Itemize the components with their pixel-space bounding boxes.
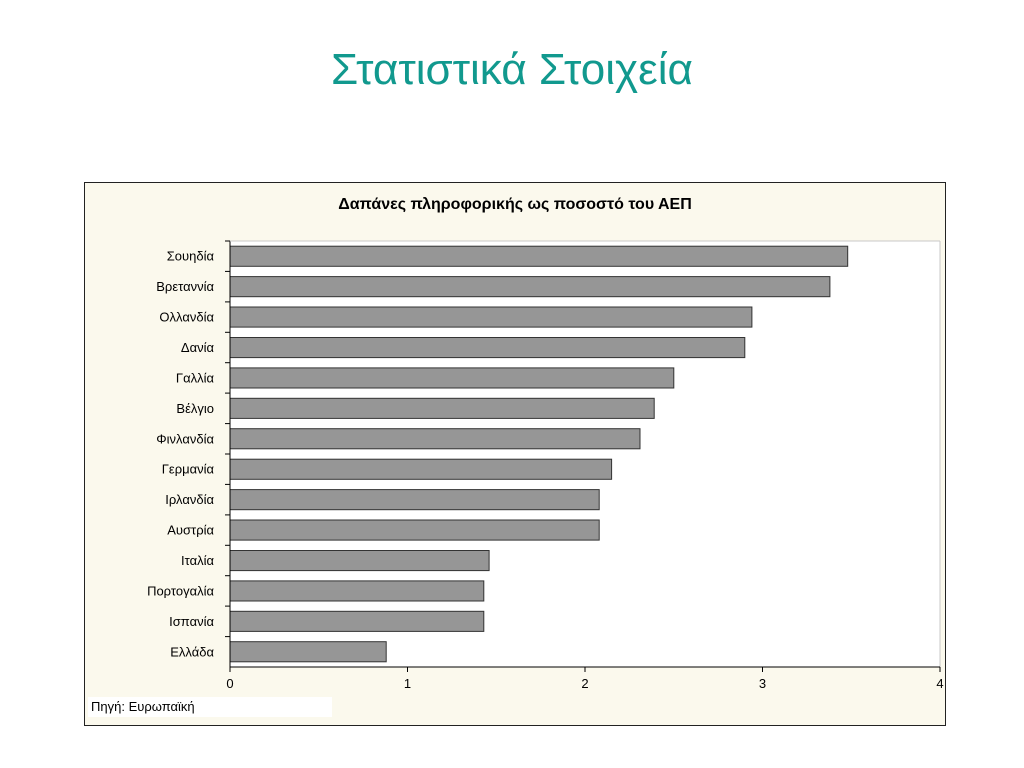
- bar-1: [229, 245, 849, 267]
- category-label: Ιρλανδία: [165, 492, 214, 507]
- bar-13: [229, 610, 485, 632]
- bar-9: [229, 489, 600, 511]
- x-tick-label: 2: [581, 676, 588, 691]
- category-label: Ελλάδα: [170, 644, 214, 659]
- bar-10: [229, 519, 600, 541]
- category-label: Αυστρία: [167, 523, 214, 538]
- bar-14: [229, 641, 387, 663]
- category-label: Φινλανδία: [156, 431, 214, 446]
- x-tick-label: 0: [226, 676, 233, 691]
- bar-5: [229, 367, 675, 389]
- source-note: Πηγή: Ευρωπαϊκή: [88, 697, 332, 717]
- chart-frame: Δαπάνες πληροφορικής ως ποσοστό του ΑΕΠ …: [84, 182, 946, 726]
- chart-title: Δαπάνες πληροφορικής ως ποσοστό του ΑΕΠ: [338, 196, 692, 213]
- category-label: Σουηδία: [167, 249, 215, 264]
- category-label: Δανία: [181, 340, 215, 355]
- bar-12: [229, 580, 485, 602]
- bar-chart: Δαπάνες πληροφορικής ως ποσοστό του ΑΕΠ …: [147, 196, 944, 691]
- category-label: Ολλανδία: [159, 310, 214, 325]
- x-tick-label: 1: [404, 676, 411, 691]
- bar-8: [229, 458, 613, 480]
- plot-area: [230, 241, 940, 667]
- category-label: Πορτογαλία: [147, 583, 214, 598]
- category-label: Γερμανία: [162, 462, 215, 477]
- bar-11: [229, 550, 490, 572]
- bar-4: [229, 337, 746, 359]
- slide-title: Στατιστικά Στοιχεία: [331, 45, 693, 94]
- bar-3: [229, 306, 753, 328]
- x-tick-label: 3: [759, 676, 766, 691]
- bar-2: [229, 276, 831, 298]
- bar-6: [229, 397, 655, 419]
- category-label: Βέλγιο: [176, 401, 214, 416]
- category-label: Ιταλία: [181, 553, 214, 568]
- category-label: Γαλλία: [176, 370, 215, 385]
- x-tick-label: 4: [936, 676, 943, 691]
- category-label: Βρεταννία: [156, 279, 214, 294]
- bar-7: [229, 428, 641, 450]
- category-label: Ισπανία: [169, 614, 214, 629]
